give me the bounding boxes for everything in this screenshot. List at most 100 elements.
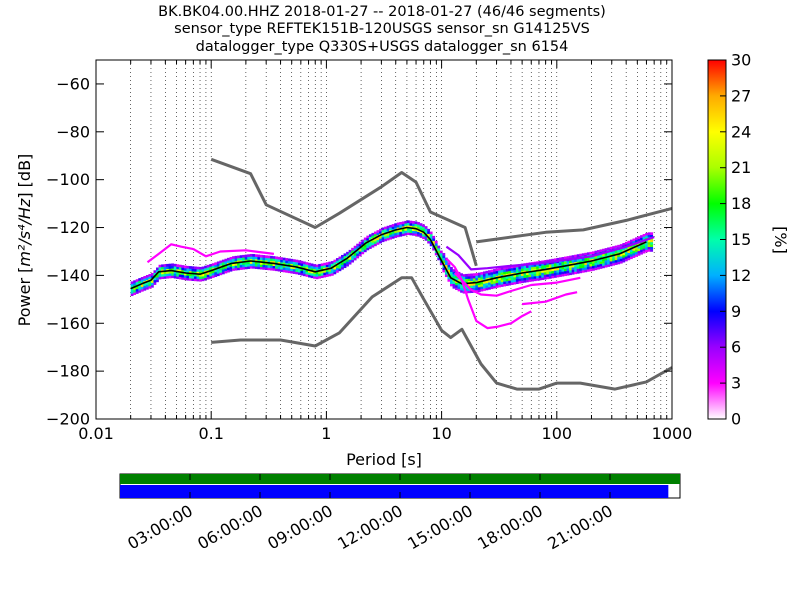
x-tick-label: 100 xyxy=(542,424,573,443)
heatmap-cell xyxy=(226,269,230,273)
heatmap-cell xyxy=(199,266,202,270)
heatmap-cell xyxy=(386,235,390,239)
heatmap-cell xyxy=(571,264,575,268)
heatmap-cell xyxy=(551,270,555,274)
heatmap-cell xyxy=(617,249,621,253)
heatmap-cell xyxy=(394,235,398,238)
heatmap-cell xyxy=(138,278,142,281)
heatmap-cell xyxy=(351,250,355,253)
heatmap-cell xyxy=(252,258,256,262)
heatmap-cell xyxy=(259,259,263,263)
heatmap-cell xyxy=(173,268,177,272)
heatmap-cell xyxy=(553,270,557,274)
heatmap-cell xyxy=(363,237,367,241)
heatmap-cell xyxy=(338,263,342,267)
heatmap-cell xyxy=(518,273,522,277)
heatmap-cell xyxy=(133,292,137,295)
heatmap-cell xyxy=(188,266,192,269)
heatmap-cell xyxy=(536,263,540,267)
heatmap-cell xyxy=(439,255,443,259)
heatmap-cell xyxy=(564,256,567,260)
heatmap-cell xyxy=(584,269,588,273)
heatmap-cell xyxy=(546,274,550,277)
heatmap-cell xyxy=(353,255,357,259)
heatmap-cell xyxy=(275,268,278,272)
heatmap-cell xyxy=(452,276,456,280)
heatmap-cell xyxy=(188,278,192,281)
heatmap-cell xyxy=(548,276,552,279)
heatmap-cell xyxy=(536,278,540,281)
heatmap-cell xyxy=(640,249,643,253)
heatmap-cell xyxy=(406,232,410,236)
heatmap-cell xyxy=(467,278,471,282)
heatmap-cell xyxy=(143,285,147,289)
heatmap-cell xyxy=(389,234,393,238)
heatmap-cell xyxy=(637,253,641,256)
heatmap-cell xyxy=(303,273,306,277)
heatmap-cell xyxy=(358,241,362,245)
heatmap-cell xyxy=(145,277,149,281)
heatmap-cell xyxy=(536,268,540,272)
heatmap-cell xyxy=(411,223,415,227)
heatmap-cell xyxy=(318,273,322,277)
heatmap-cell xyxy=(181,277,185,280)
heatmap-cell xyxy=(163,273,167,277)
heatmap-cell xyxy=(602,260,605,264)
heatmap-cell xyxy=(604,257,608,261)
heatmap-cell xyxy=(584,267,588,270)
heatmap-cell xyxy=(452,273,456,277)
heatmap-cell xyxy=(186,277,190,281)
heatmap-cell xyxy=(411,228,415,231)
heatmap-cell xyxy=(586,264,590,267)
heatmap-cell xyxy=(409,223,413,226)
heatmap-cell xyxy=(394,232,398,236)
heatmap-cell xyxy=(194,273,197,277)
heatmap-cell xyxy=(480,286,484,290)
heatmap-cell xyxy=(406,227,410,231)
heatmap-cell xyxy=(460,287,463,291)
heatmap-cell xyxy=(242,262,246,265)
heatmap-cell xyxy=(373,231,377,235)
heatmap-cell xyxy=(361,241,365,245)
heatmap-cell xyxy=(579,253,583,257)
heatmap-cell xyxy=(173,266,177,269)
heatmap-cell xyxy=(432,238,436,241)
heatmap-cell xyxy=(442,257,446,261)
heatmap-cell xyxy=(531,274,534,277)
heatmap-cell xyxy=(417,231,420,235)
heatmap-cell xyxy=(510,265,514,269)
y-tick-label: −200 xyxy=(46,410,90,429)
heatmap-cell xyxy=(242,259,246,263)
chart-title: BK.BK04.00.HHZ 2018-01-27 -- 2018-01-27 … xyxy=(158,4,606,55)
heatmap-cell xyxy=(285,258,289,261)
heatmap-cell xyxy=(543,276,547,280)
heatmap-cell xyxy=(176,273,180,277)
heatmap-cell xyxy=(188,270,192,274)
heatmap-cell xyxy=(191,275,195,279)
heatmap-cell xyxy=(328,268,332,272)
heatmap-cell xyxy=(244,266,248,270)
heatmap-cell xyxy=(619,256,623,259)
heatmap-cell xyxy=(153,282,157,285)
heatmap-cell xyxy=(156,277,159,280)
heatmap-cell xyxy=(488,272,491,276)
title-line-3: datalogger_type Q330S+USGS datalogger_sn… xyxy=(196,39,569,55)
heatmap-cell xyxy=(533,268,537,272)
heatmap-cell xyxy=(201,268,205,272)
heatmap-cell xyxy=(627,250,631,254)
heatmap-cell xyxy=(351,259,355,263)
heatmap-cell xyxy=(429,243,433,247)
heatmap-cell xyxy=(249,265,253,269)
heatmap-cell xyxy=(632,255,636,258)
heatmap-cell xyxy=(252,254,256,257)
heatmap-cell xyxy=(645,232,648,236)
heatmap-cell xyxy=(237,265,240,268)
heatmap-cell xyxy=(386,232,390,236)
heatmap-cell xyxy=(384,236,387,239)
heatmap-cell xyxy=(335,258,339,261)
heatmap-cell xyxy=(450,281,453,284)
heatmap-cell xyxy=(282,262,286,266)
heatmap-cell xyxy=(561,271,565,275)
heatmap-cell xyxy=(515,281,519,285)
heatmap-cell xyxy=(300,272,304,276)
